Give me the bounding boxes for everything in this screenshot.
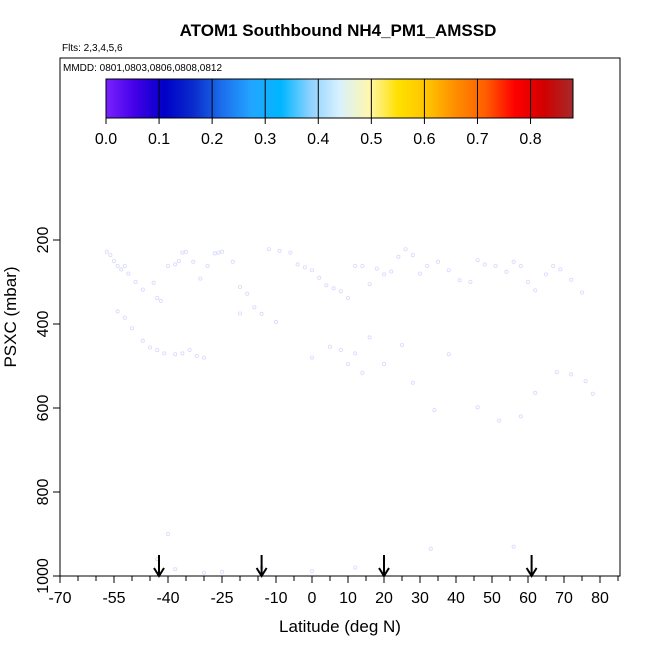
flights-label: Flts: 2,3,4,5,6 bbox=[62, 43, 123, 54]
chart-title: ATOM1 Southbound NH4_PM1_AMSSD bbox=[180, 21, 497, 40]
